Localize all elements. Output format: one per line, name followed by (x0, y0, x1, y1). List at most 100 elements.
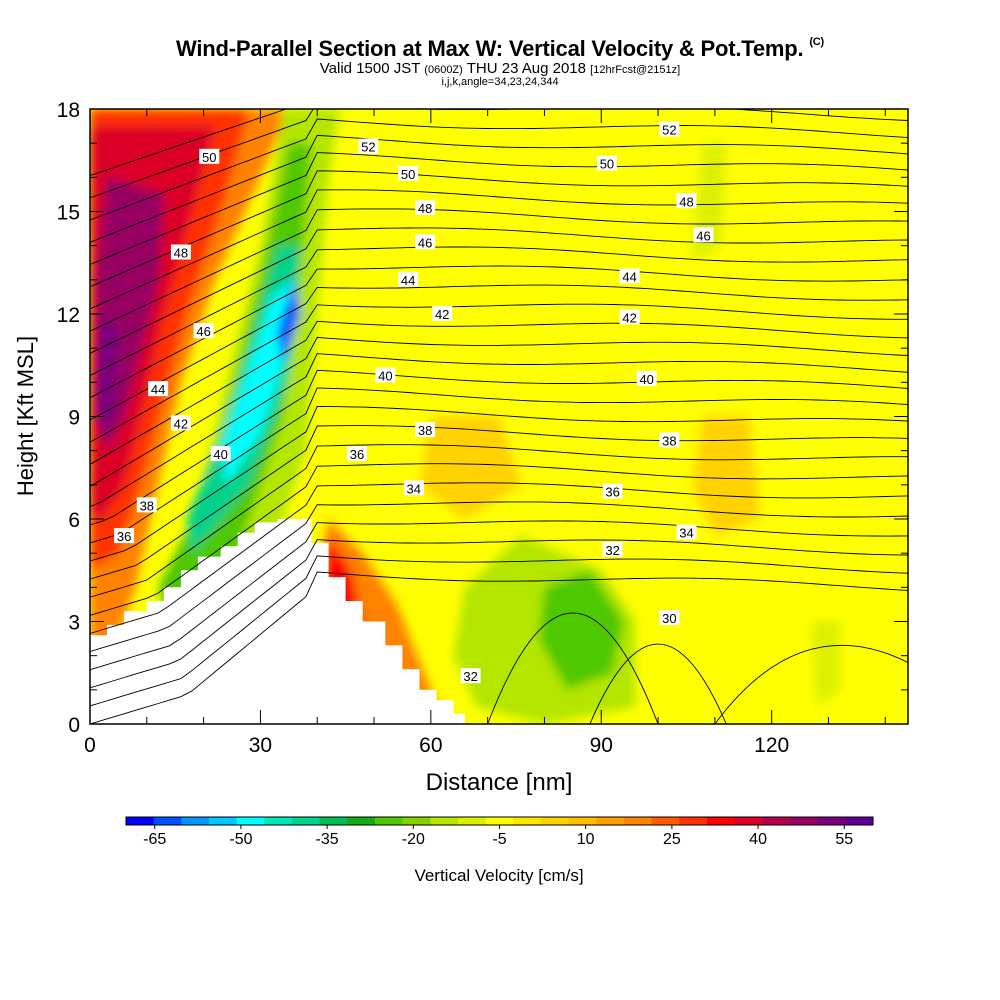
contour-label-text: 36 (605, 485, 619, 500)
contour-label-bg (619, 309, 640, 325)
colorbar-swatch (762, 817, 791, 825)
colorbar-tick-labels: -65 -50 -35 -20 -5 10 25 40 55 (143, 831, 853, 848)
colorbar-tick-label: -20 (402, 831, 425, 848)
colorbar-swatch (790, 817, 819, 825)
contour-label-text: 44 (401, 273, 415, 288)
theta-contour-labels: 52 52 50 50 50 48 48 48 46 46 46 44 44 44 42 42 42 40 40 40… (114, 121, 714, 684)
contour-label-text: 34 (679, 526, 693, 541)
theta-contour (90, 303, 908, 443)
colorbar-swatch (236, 817, 265, 825)
contour-label-text: 52 (662, 123, 676, 138)
subtitle-forecast: [12hrFcst@2151z] (590, 64, 681, 76)
contour-label-bg (210, 446, 231, 462)
theta-contour (90, 444, 908, 598)
updraft-core-purple (95, 314, 119, 434)
contour-label: 42 (432, 306, 453, 322)
contour-label-text: 36 (350, 447, 364, 462)
contour-label-bg (358, 138, 379, 154)
contour-label: 30 (659, 610, 680, 626)
x-tick-label: 0 (84, 734, 96, 757)
contour-label: 34 (403, 480, 424, 496)
colorbar-swatch (153, 817, 182, 825)
contour-label-bg (415, 200, 436, 216)
colorbar-swatch (624, 817, 653, 825)
contour-label: 36 (114, 528, 135, 544)
y-axis-label: Height [Kft MSL] (13, 336, 38, 496)
contour-label: 38 (415, 422, 436, 438)
title-copyright: (C) (809, 36, 824, 48)
theta-contour (90, 246, 908, 376)
contour-label: 44 (148, 381, 169, 397)
theta-contour (90, 208, 908, 332)
theta-contour (90, 265, 908, 399)
downdraft-band-blue (220, 279, 295, 485)
contour-label-bg (415, 234, 436, 250)
contour-label-bg (398, 271, 419, 287)
contour-label-bg (375, 367, 396, 383)
colorbar-swatch (209, 817, 238, 825)
colorbar-tick-label: 25 (663, 831, 681, 848)
theta-contour (90, 134, 908, 243)
contour-label-text: 50 (401, 167, 415, 182)
contour-label: 40 (636, 370, 657, 387)
contour-label: 32 (602, 541, 623, 558)
colorbar-swatch (485, 817, 514, 825)
theta-contour (90, 482, 908, 634)
contour-label-bg (148, 381, 169, 397)
chart-title: Wind-Parallel Section at Max W: Vertical… (0, 36, 1000, 62)
contour-label-text: 32 (463, 669, 477, 684)
y-tick-label: 12 (57, 304, 80, 327)
contour-label: 50 (398, 165, 419, 182)
contour-label: 46 (193, 323, 214, 339)
subtitle-utc: (0600Z) (424, 64, 463, 76)
theta-contours (90, 109, 908, 724)
y-tick-label: 15 (57, 202, 80, 225)
colorbar-tick-label: 55 (835, 831, 853, 848)
theta-contour (90, 369, 908, 526)
right-green-patch (811, 621, 840, 707)
contour-label-text: 44 (622, 269, 636, 284)
colorbar-label: Vertical Velocity [cm/s] (414, 866, 583, 885)
contour-label-bg (460, 668, 481, 684)
contour-label-text: 48 (679, 194, 693, 209)
colorbar-swatch (707, 817, 736, 825)
contour-label-bg (346, 446, 367, 462)
colorbar-swatch (541, 817, 570, 825)
colorbar-tick-label: 10 (577, 831, 595, 848)
contour-label: 40 (210, 446, 231, 462)
colorbar-tick-label: -35 (316, 831, 339, 848)
contour-label: 44 (619, 268, 640, 284)
contour-label-text: 46 (696, 228, 710, 243)
axis-ticks (89, 108, 908, 725)
theta-contour (90, 425, 908, 580)
contour-label-text: 38 (418, 423, 432, 438)
contour-label-bg (602, 483, 623, 499)
contour-label: 32 (460, 668, 481, 684)
chart-index-line: i,j,k,angle=34,23,24,344 (441, 76, 559, 88)
title-main: Wind-Parallel Section at Max W: Vertical… (176, 36, 804, 61)
contour-label-text: 42 (622, 310, 636, 325)
contour-label-text: 46 (418, 235, 432, 250)
contour-label-text: 40 (378, 369, 392, 384)
colorbar-swatch (817, 817, 846, 825)
terrain-profile (90, 519, 465, 724)
contour-label: 36 (346, 446, 367, 462)
theta-contour (90, 463, 908, 616)
x-tick-label: 90 (590, 734, 613, 757)
terrain-mask (90, 519, 465, 724)
subtitle-valid: Valid 1500 JST (319, 60, 421, 77)
chart-subtitle: Valid 1500 JST (0600Z) THU 23 Aug 2018 [… (0, 60, 1000, 77)
subtitle-date: THU 23 Aug 2018 (466, 60, 586, 77)
colorbar-swatch (292, 817, 321, 825)
colorbar-swatch (458, 817, 487, 825)
contour-label-text: 50 (202, 150, 216, 165)
colorbar-swatch (181, 817, 210, 825)
colorbar-swatch (513, 817, 542, 825)
colorbar-tick-label: -5 (492, 831, 506, 848)
contour-label: 48 (415, 200, 436, 216)
theta-contour (90, 152, 908, 265)
theta-contour (90, 406, 908, 562)
theta-contour-low (714, 644, 908, 724)
theta-contour (90, 320, 908, 465)
contour-label-bg (619, 268, 640, 284)
